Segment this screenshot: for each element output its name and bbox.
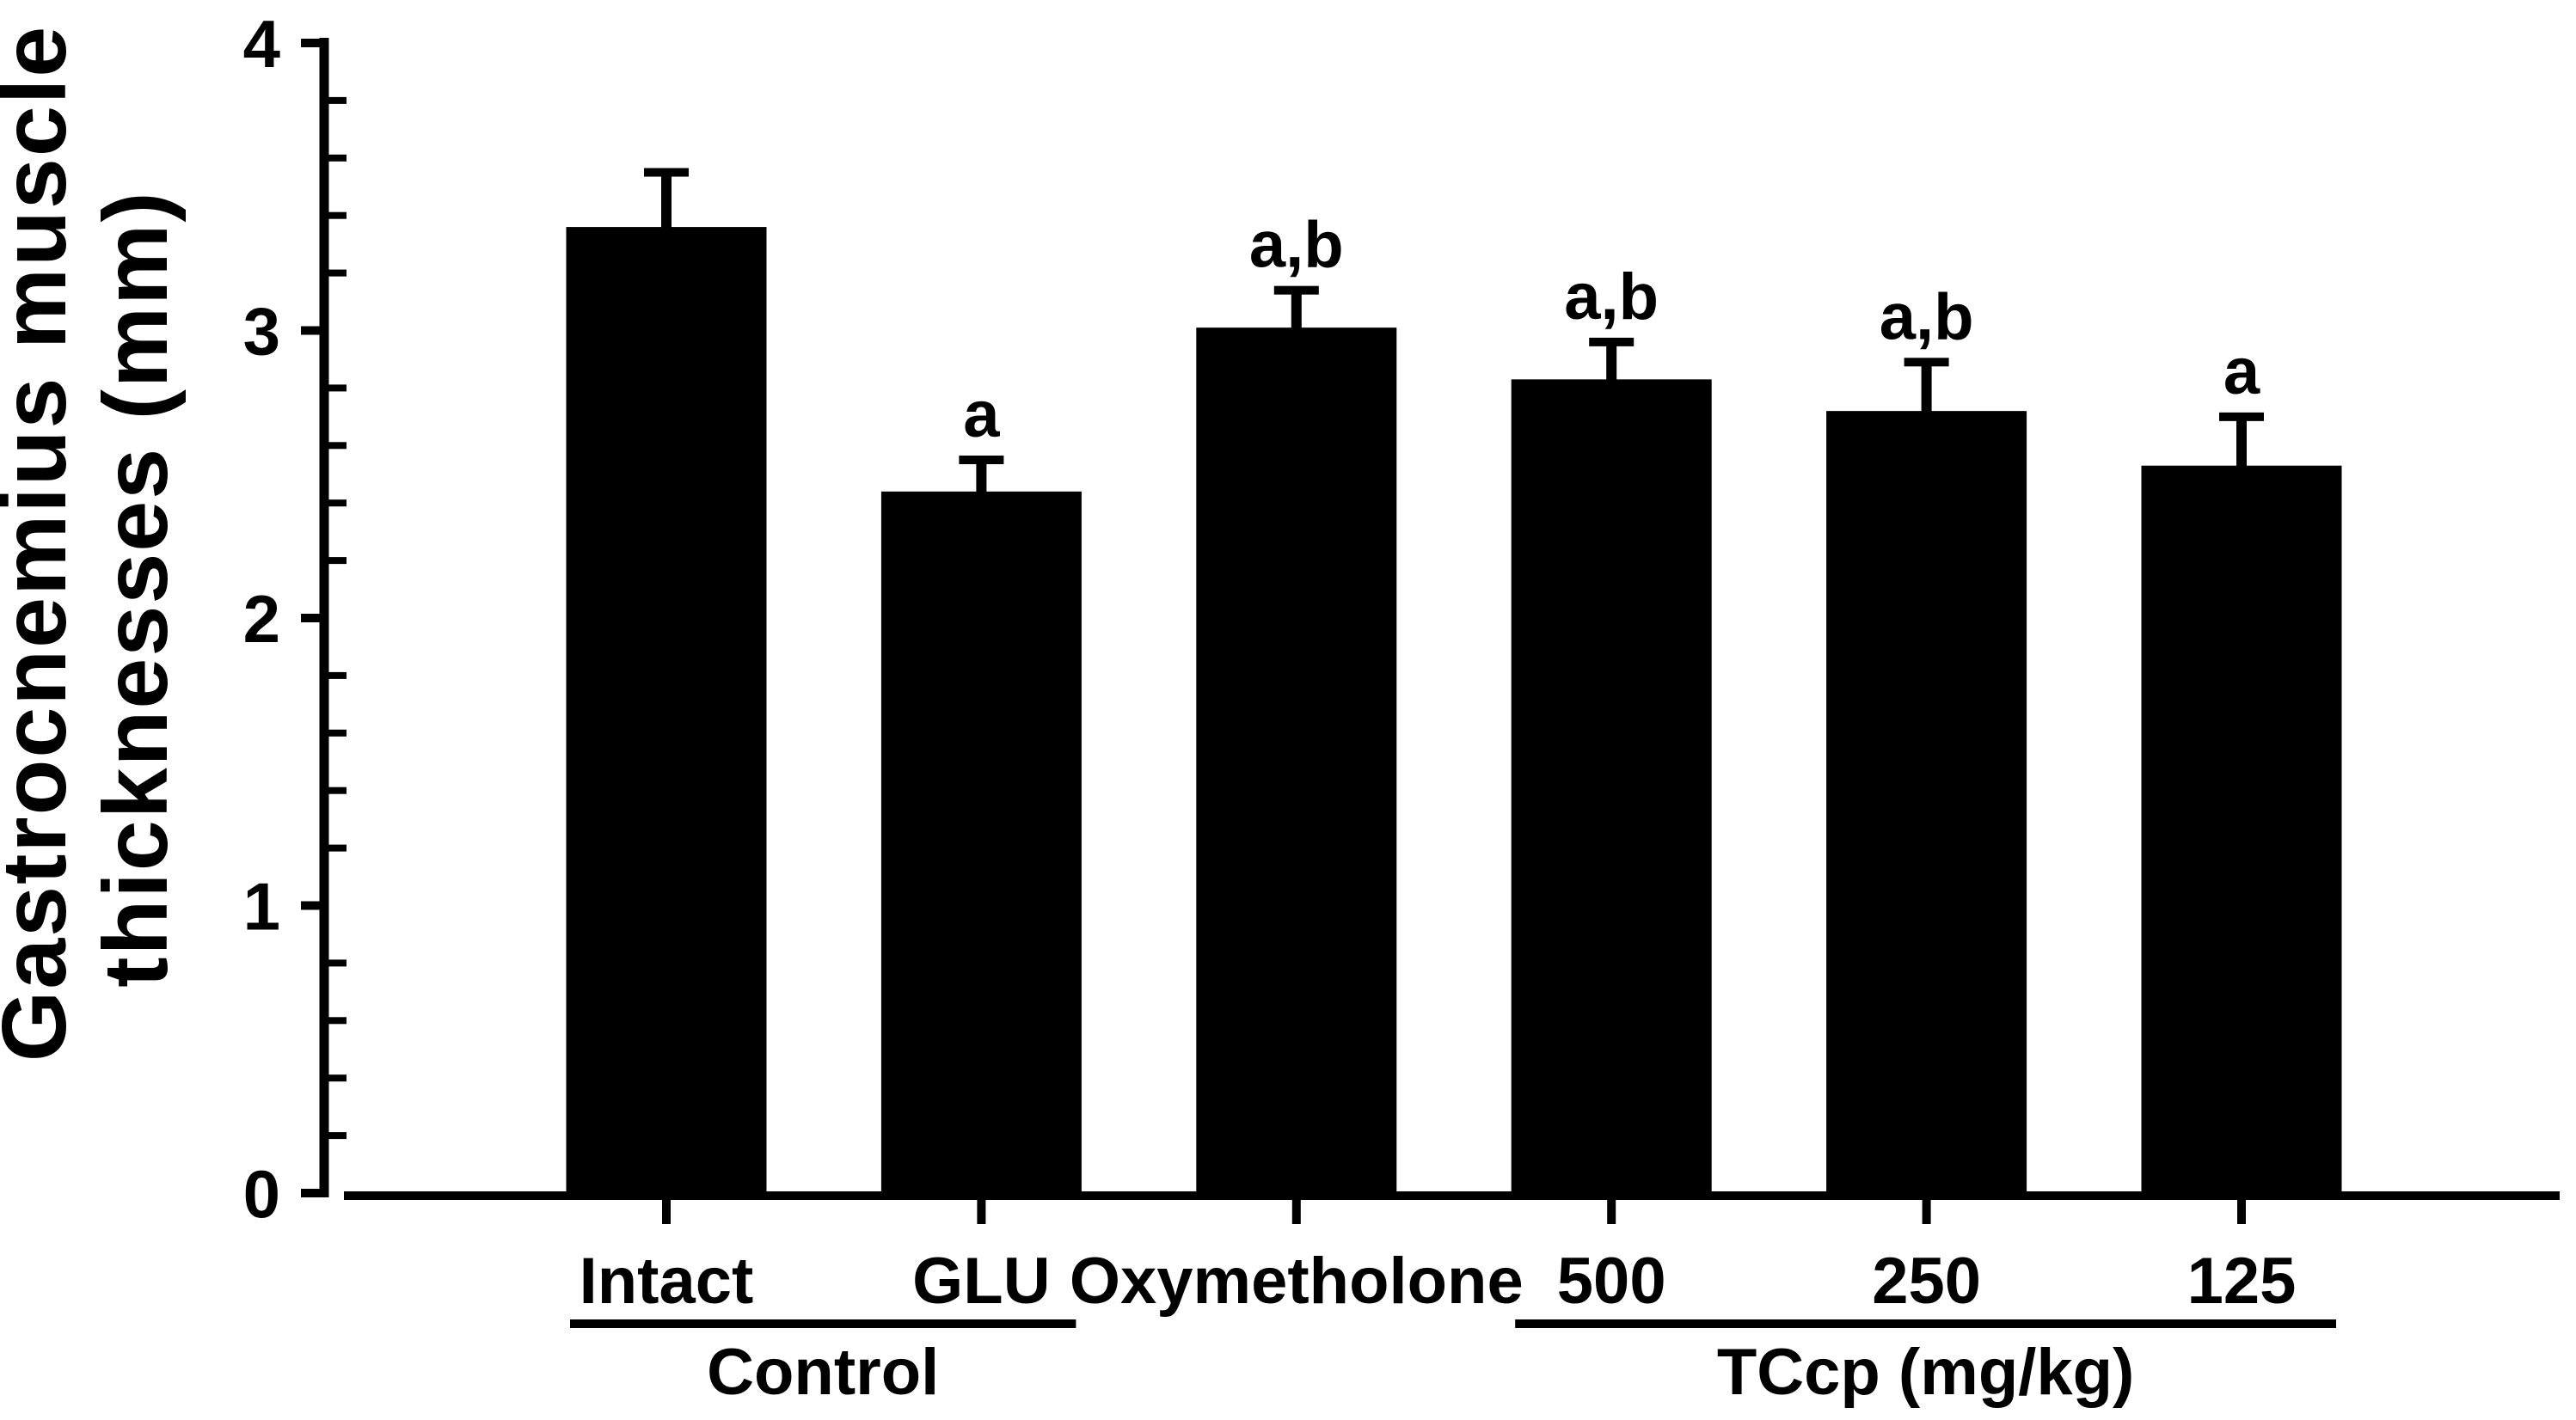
error-bar-stem xyxy=(1606,341,1617,385)
bar xyxy=(1196,327,1397,1195)
category-label: 500 xyxy=(1557,1245,1666,1318)
y-axis-minor-tick xyxy=(328,671,347,679)
y-axis-minor-tick xyxy=(328,787,347,794)
y-axis-minor-tick xyxy=(328,211,347,219)
y-axis-minor-tick xyxy=(328,1074,347,1082)
x-axis-tick xyxy=(662,1200,671,1224)
y-axis-minor-tick xyxy=(328,1132,347,1140)
category-label: 125 xyxy=(2187,1245,2297,1318)
y-axis-minor-tick xyxy=(328,384,347,392)
y-tick-label: 0 xyxy=(243,1156,280,1232)
y-axis-minor-tick xyxy=(328,96,347,104)
significance-annotation: a,b xyxy=(1880,280,1974,353)
y-axis-minor-tick xyxy=(328,844,347,852)
y-axis-minor-tick xyxy=(328,499,347,507)
y-axis-line xyxy=(319,38,329,1197)
category-label: Intact xyxy=(580,1245,754,1318)
error-bar-cap xyxy=(1904,358,1949,367)
y-axis-minor-tick xyxy=(328,1017,347,1025)
x-axis-line xyxy=(344,1191,2560,1200)
bar xyxy=(1826,411,2027,1195)
x-axis-tick xyxy=(2237,1200,2246,1224)
x-axis-tick xyxy=(977,1200,986,1224)
y-tick-label: 4 xyxy=(243,6,280,82)
y-tick-label: 1 xyxy=(243,869,280,945)
y-axis-major-tick xyxy=(301,326,320,335)
error-bar-stem xyxy=(976,460,987,497)
error-bar-cap xyxy=(2219,412,2264,421)
bar xyxy=(2141,465,2342,1195)
category-label: 250 xyxy=(1872,1245,1981,1318)
y-axis-title-line2: thicknesses (mm) xyxy=(85,190,187,987)
x-axis-tick xyxy=(1607,1200,1616,1224)
group-underline xyxy=(1515,1319,2336,1328)
y-axis-title-line1: Gastrocnemius muscle xyxy=(0,25,85,1062)
error-bar-cap xyxy=(644,168,689,177)
error-bar-stem xyxy=(661,172,672,233)
error-bar-cap xyxy=(1589,337,1635,346)
group-label: Control xyxy=(707,1336,939,1409)
y-axis-major-tick xyxy=(301,614,320,622)
significance-annotation: a xyxy=(963,378,1000,451)
y-axis-minor-tick xyxy=(328,557,347,565)
y-tick-label: 2 xyxy=(243,581,280,657)
category-label: GLU xyxy=(912,1245,1050,1318)
group-underline xyxy=(570,1319,1076,1328)
error-bar-stem xyxy=(1291,290,1302,334)
bar xyxy=(880,491,1082,1195)
y-axis-minor-tick xyxy=(328,154,347,162)
y-axis-major-tick xyxy=(301,1189,320,1197)
group-label: TCcp (mg/kg) xyxy=(1717,1336,2135,1409)
y-axis-minor-tick xyxy=(328,442,347,450)
error-bar-stem xyxy=(2236,416,2247,471)
error-bar-cap xyxy=(1273,285,1319,295)
y-tick-label: 3 xyxy=(243,294,280,370)
category-label: Oxymetholone xyxy=(1070,1245,1524,1318)
significance-annotation: a,b xyxy=(1249,209,1344,282)
bar xyxy=(566,227,767,1196)
bar xyxy=(1511,379,1712,1195)
y-axis-major-tick xyxy=(301,39,320,47)
y-axis-minor-tick xyxy=(328,269,347,277)
x-axis-tick xyxy=(1922,1200,1931,1224)
significance-annotation: a,b xyxy=(1564,260,1659,334)
y-axis-major-tick xyxy=(301,901,320,910)
error-bar-stem xyxy=(1921,362,1932,417)
plot-area: 0 1 2 3 4 Intact GLU a Oxymetholone a,b 500 a,b 250 a… xyxy=(243,6,2560,1409)
y-axis-minor-tick xyxy=(328,729,347,737)
x-axis-tick xyxy=(1291,1200,1301,1224)
y-axis-minor-tick xyxy=(328,959,347,967)
significance-annotation: a xyxy=(2223,335,2260,408)
error-bar-cap xyxy=(959,456,1004,465)
